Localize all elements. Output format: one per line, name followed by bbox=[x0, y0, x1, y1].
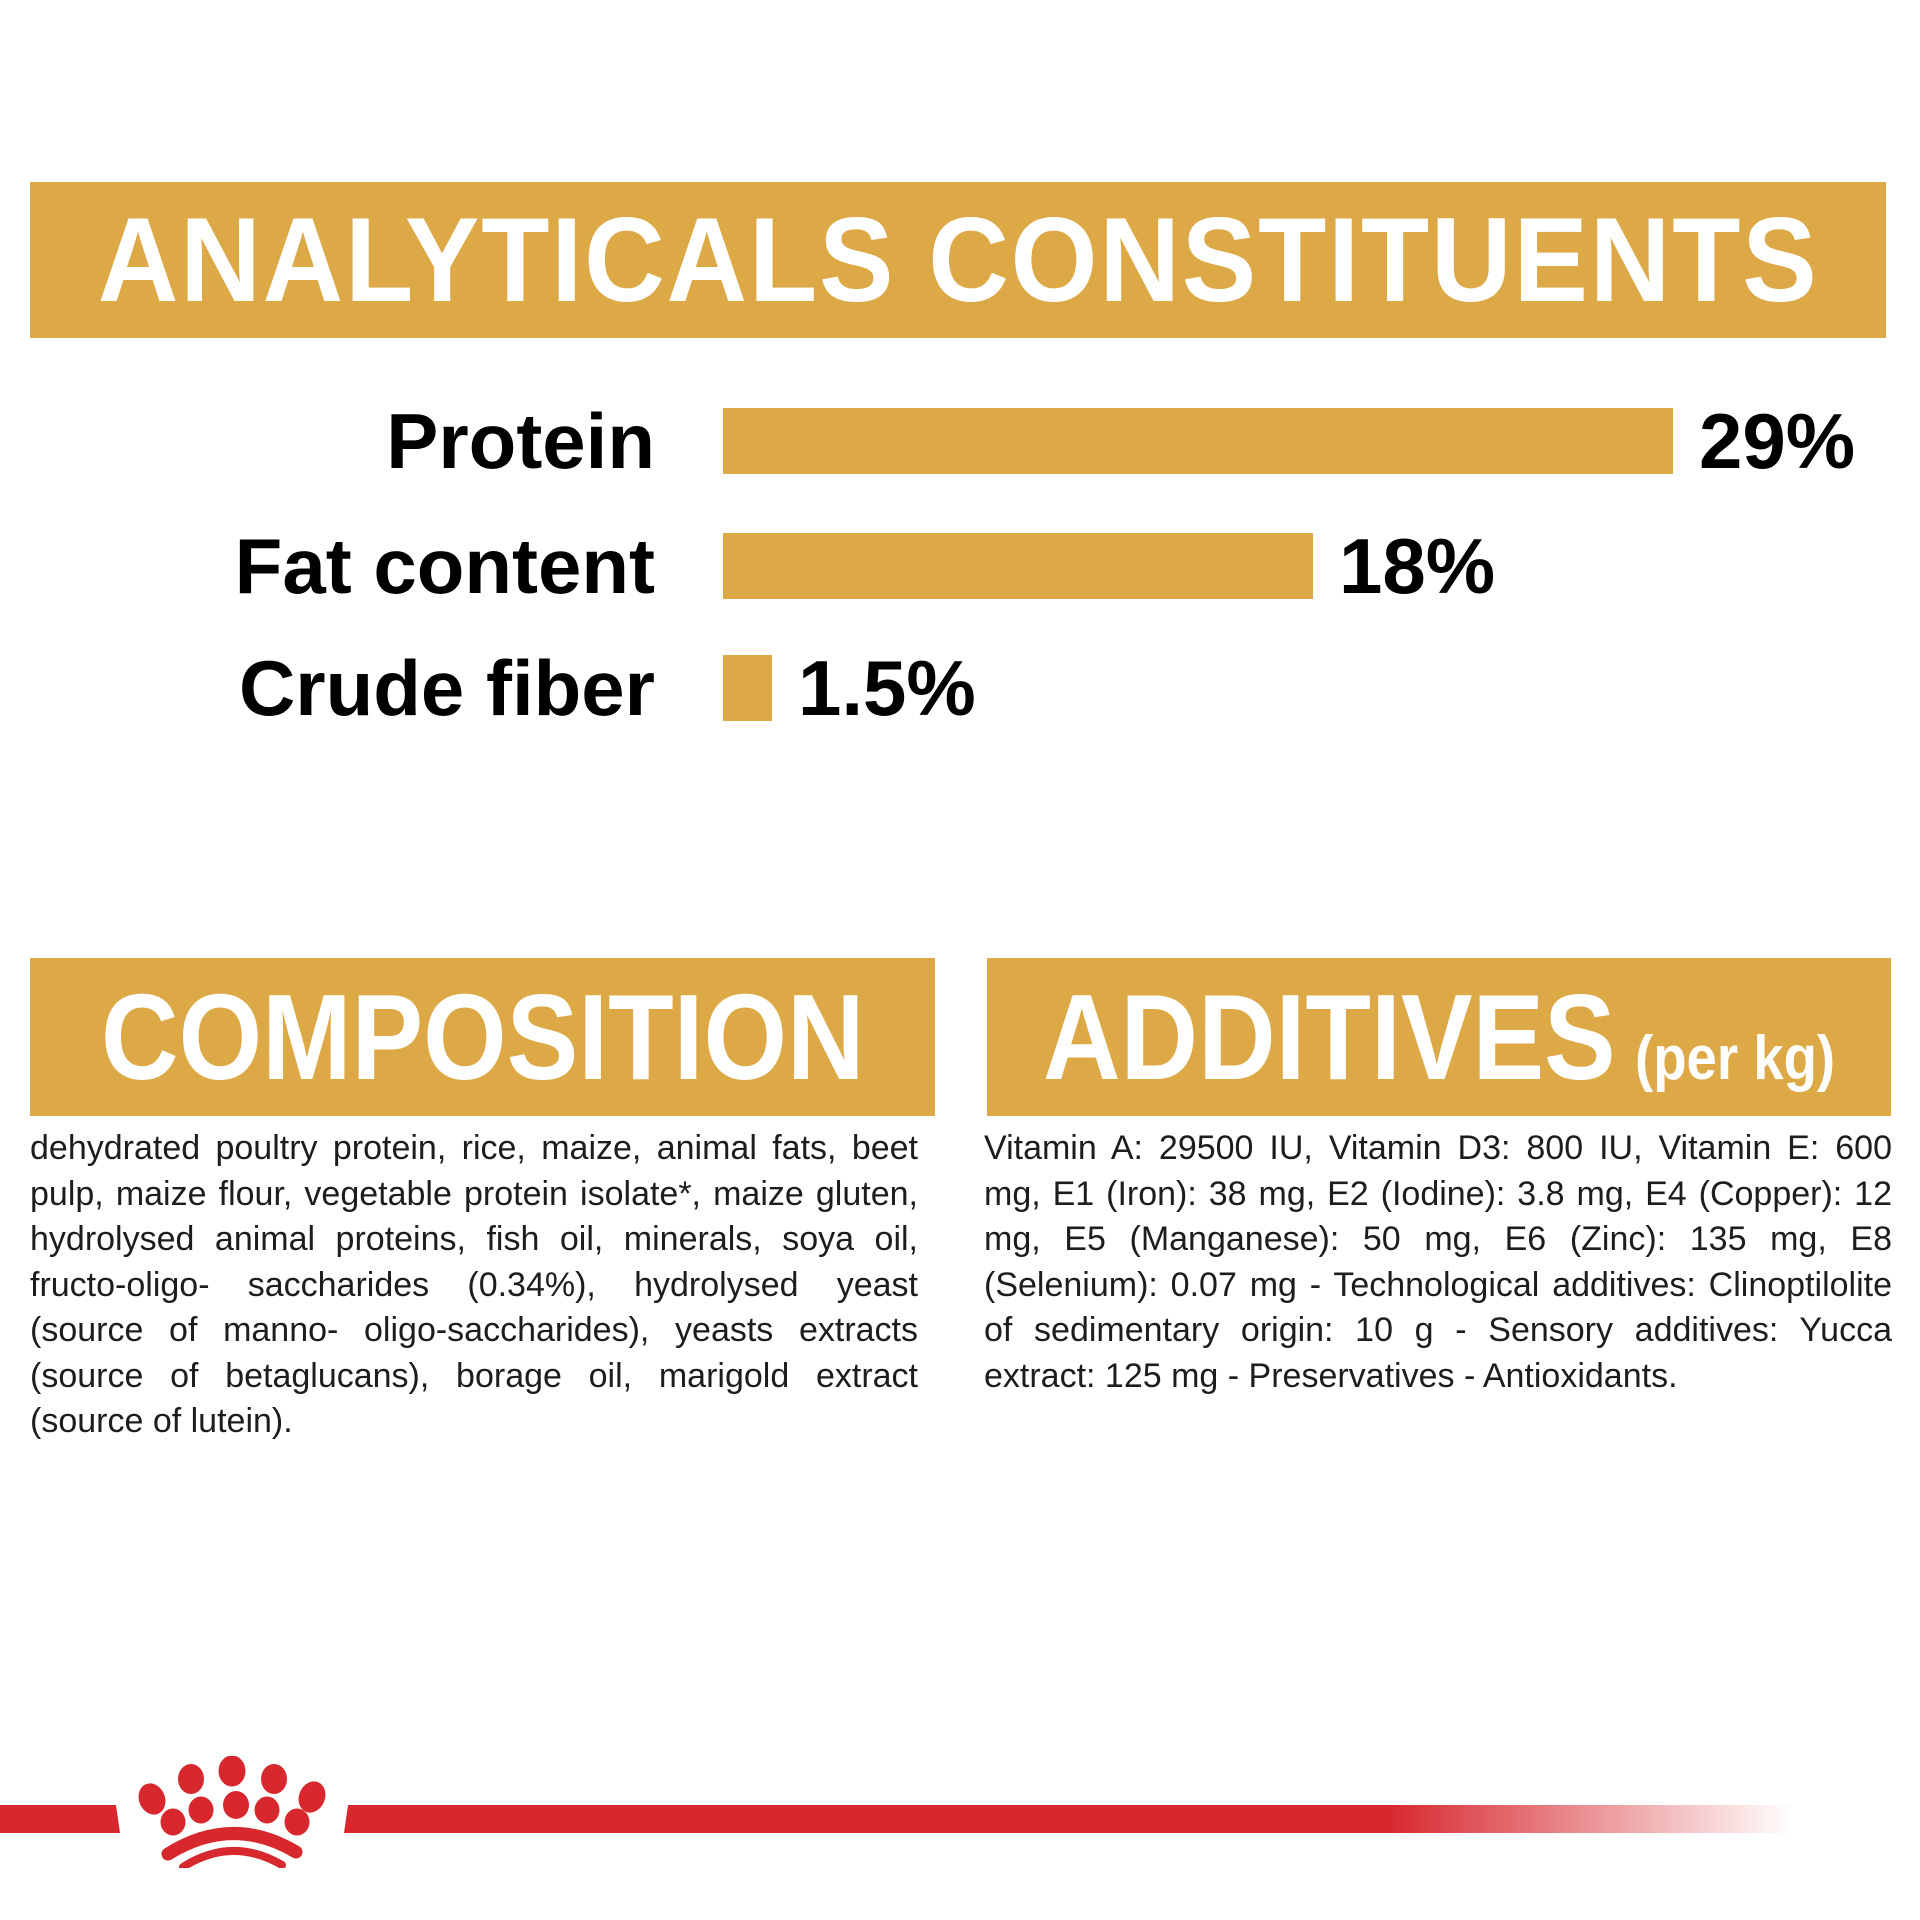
chart-bar bbox=[723, 408, 1673, 474]
accent-line-left bbox=[0, 1805, 120, 1833]
analyticals-banner: ANALYTICALS CONSTITUENTS bbox=[30, 182, 1886, 338]
chart-category-label: Fat content bbox=[234, 521, 655, 610]
chart-value-label: 29% bbox=[1699, 396, 1856, 485]
royal-canin-crown-logo bbox=[138, 1756, 326, 1868]
additives-title-suffix: (per kg) bbox=[1634, 1024, 1836, 1093]
additives-header: ADDITIVES (per kg) bbox=[987, 958, 1891, 1116]
chart-category-label: Crude fiber bbox=[238, 643, 655, 732]
composition-title: COMPOSITION bbox=[100, 969, 865, 1105]
additives-title: ADDITIVES bbox=[1042, 969, 1616, 1105]
chart-value-label: 1.5% bbox=[798, 643, 976, 732]
composition-text: dehydrated poultry protein, rice, maize,… bbox=[30, 1129, 918, 1440]
chart-row-fat-content: Fat content 18% bbox=[0, 522, 1920, 610]
chart-row-protein: Protein 29% bbox=[0, 397, 1920, 485]
analyticals-title: ANALYTICALS CONSTITUENTS bbox=[97, 193, 1819, 327]
chart-bar bbox=[723, 533, 1313, 599]
chart-value-label: 18% bbox=[1339, 521, 1496, 610]
chart-bar bbox=[723, 655, 772, 721]
additives-text: Vitamin A: 29500 IU, Vitamin D3: 800 IU,… bbox=[984, 1129, 1892, 1395]
chart-row-crude-fiber: Crude fiber 1.5% bbox=[0, 644, 1920, 732]
composition-header: COMPOSITION bbox=[30, 958, 935, 1116]
accent-line-right bbox=[344, 1805, 1794, 1833]
chart-category-label: Protein bbox=[386, 396, 655, 485]
